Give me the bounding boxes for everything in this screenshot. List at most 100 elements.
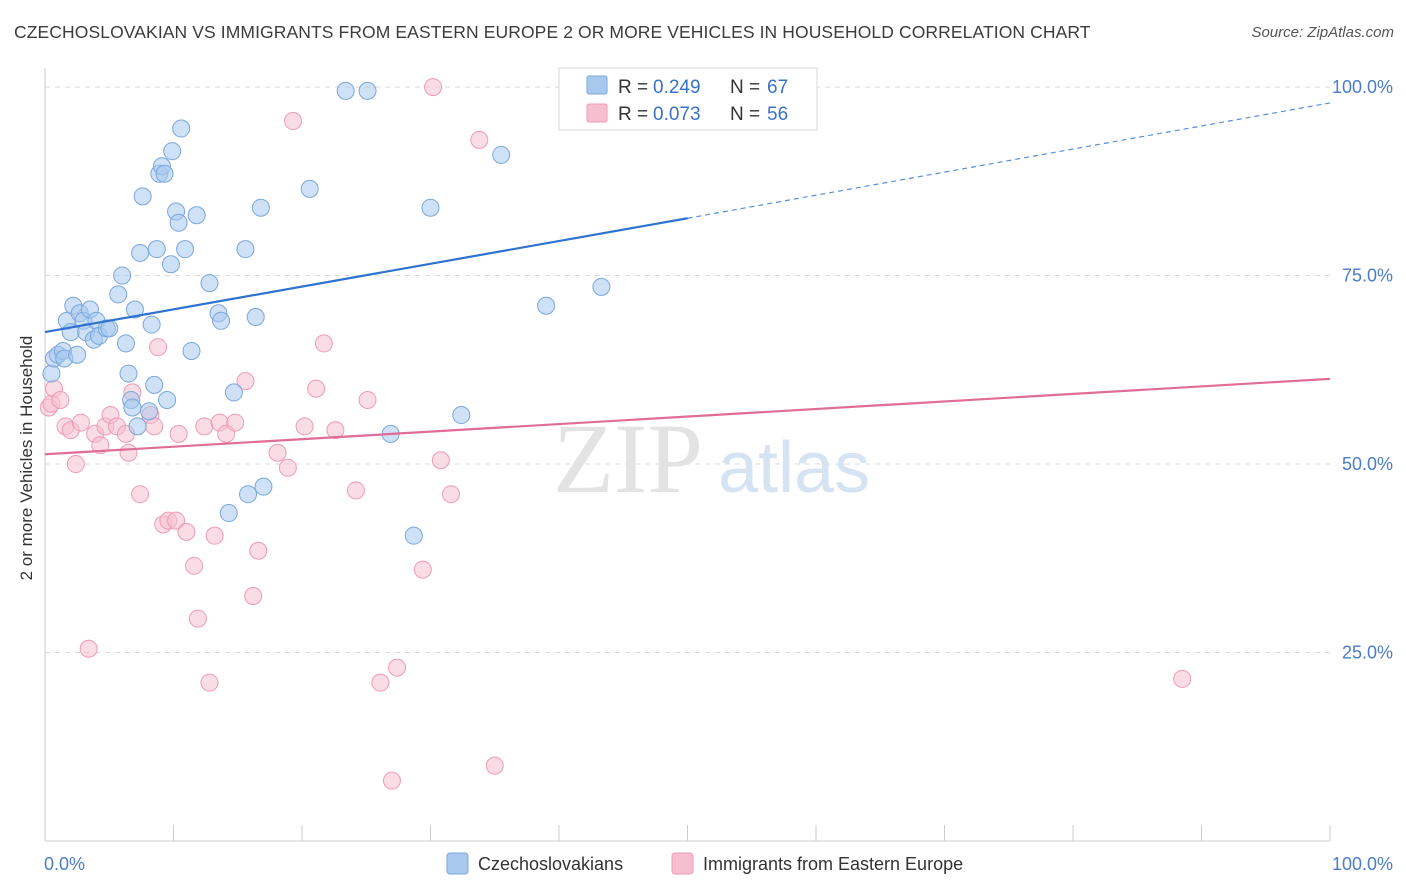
watermark-zip: ZIP: [553, 403, 703, 514]
legend-r-label: R =: [618, 104, 648, 125]
czechoslovakian-point: [147, 240, 166, 259]
czechoslovakian-point: [452, 406, 471, 425]
immigrant-point: [236, 372, 255, 391]
immigrant-point: [1173, 669, 1192, 688]
legend-swatch-blue: [586, 75, 608, 95]
immigrant-point: [244, 586, 263, 605]
czechoslovakian-point: [109, 285, 128, 304]
immigrant-point: [307, 379, 326, 398]
immigrant-point: [382, 771, 401, 790]
x-tick-label-end: 100.0%: [1332, 854, 1393, 874]
immigrant-point: [226, 413, 245, 432]
immigrant-point: [278, 458, 297, 477]
trend-line-immigrants: [44, 377, 1331, 456]
immigrant-point: [71, 413, 90, 432]
grid: [45, 86, 1330, 654]
bottom-legend-swatch-pink: [671, 852, 694, 875]
czechoslovakian-point: [133, 187, 152, 206]
immigrant-point: [413, 560, 432, 579]
immigrant-point: [205, 526, 224, 545]
czechoslovakian-point: [131, 243, 150, 262]
czechoslovakian-point: [358, 81, 377, 100]
y-tick-label: 50.0%: [1342, 454, 1393, 474]
immigrant-point: [79, 639, 98, 658]
czechoslovakian-point: [145, 375, 164, 394]
immigrant-point: [167, 511, 186, 530]
czechoslovakian-point: [592, 277, 611, 296]
czechoslovakian-point: [421, 198, 440, 217]
y-tick-label: 25.0%: [1342, 643, 1393, 663]
tick-labels: 25.0% 50.0% 75.0% 100.0% 0.0% 100.0%: [44, 77, 1393, 874]
immigrant-point: [177, 522, 196, 541]
immigrant-point: [470, 130, 489, 149]
immigrant-point: [51, 390, 70, 409]
czechoslovakian-point: [251, 198, 270, 217]
legend-swatch-pink: [586, 103, 608, 123]
legend-r-label: R =: [618, 77, 648, 98]
czechoslovakian-point: [158, 390, 177, 409]
legend-n-value: 67: [767, 77, 788, 98]
czechoslovakian-point: [239, 485, 258, 504]
immigrant-point: [326, 421, 345, 440]
legend-box: R = 0.249 N = 67 R = 0.073 N = 56: [558, 67, 818, 131]
bottom-legend-label-czechoslovakians: Czechoslovakians: [478, 854, 623, 874]
czechoslovakian-point: [176, 240, 195, 259]
watermark: ZIP atlas: [553, 403, 870, 514]
czechoslovakian-point: [68, 345, 87, 364]
czechoslovakian-point: [404, 526, 423, 545]
immigrant-point: [149, 338, 168, 357]
czechoslovakian-point: [200, 274, 219, 293]
czechoslovakian-point: [236, 240, 255, 259]
immigrant-point: [485, 756, 504, 775]
czechoslovakian-point: [119, 364, 138, 383]
x-tick-label-start: 0.0%: [44, 854, 85, 874]
legend-n-label: N =: [730, 104, 760, 125]
immigrant-point: [358, 390, 377, 409]
chart-title: CZECHOSLOVAKIAN VS IMMIGRANTS FROM EASTE…: [14, 22, 1091, 42]
immigrant-point: [268, 443, 287, 462]
immigrant-point: [284, 112, 303, 131]
czechoslovakian-point: [254, 477, 273, 496]
immigrant-point: [431, 451, 450, 470]
immigrant-point: [442, 485, 461, 504]
legend-n-value: 56: [767, 104, 788, 125]
czechoslovakian-point: [163, 142, 182, 161]
immigrant-point: [295, 417, 314, 436]
immigrant-point: [145, 417, 164, 436]
bottom-legend-swatch-blue: [446, 852, 469, 875]
czechoslovakian-point: [212, 311, 231, 330]
y-axis-title: 2 or more Vehicles in Household: [17, 336, 36, 581]
immigrant-point: [388, 658, 407, 677]
immigrant-point: [91, 436, 110, 455]
legend-row-immigrants: R = 0.073 N = 56: [586, 103, 788, 125]
czechoslovakian-point: [155, 164, 174, 183]
immigrant-point: [314, 334, 333, 353]
trend-lines: [44, 102, 1331, 456]
czechoslovakian-point: [116, 334, 135, 353]
czechoslovakian-point: [142, 315, 161, 334]
czechoslovakian-point: [336, 81, 355, 100]
czechoslovakian-point: [169, 213, 188, 232]
czechoslovakian-point: [125, 300, 144, 319]
czechoslovakian-point: [492, 145, 511, 164]
immigrant-point: [200, 673, 219, 692]
immigrant-point: [119, 443, 138, 462]
trend-line-extension: [687, 102, 1331, 219]
czechoslovakian-point: [187, 206, 206, 225]
series-immigrants-points: [39, 78, 1192, 790]
czechoslovakian-point: [113, 266, 132, 285]
czechoslovakian-point: [140, 402, 159, 421]
czechoslovakian-point: [172, 119, 191, 138]
immigrant-point: [424, 78, 443, 97]
legend-n-label: N =: [730, 77, 760, 98]
czechoslovakian-point: [128, 417, 147, 436]
czechoslovakian-point: [246, 308, 265, 327]
immigrant-point: [188, 609, 207, 628]
immigrant-point: [371, 673, 390, 692]
bottom-legend: Czechoslovakians Immigrants from Eastern…: [446, 852, 963, 875]
czechoslovakian-point: [123, 398, 142, 417]
czechoslovakian-point: [537, 296, 556, 315]
trend-line-czechoslovakians: [44, 217, 688, 334]
y-tick-label: 75.0%: [1342, 266, 1393, 286]
